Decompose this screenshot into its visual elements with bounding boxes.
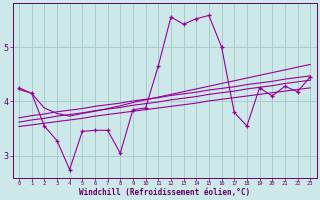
X-axis label: Windchill (Refroidissement éolien,°C): Windchill (Refroidissement éolien,°C) — [79, 188, 250, 197]
